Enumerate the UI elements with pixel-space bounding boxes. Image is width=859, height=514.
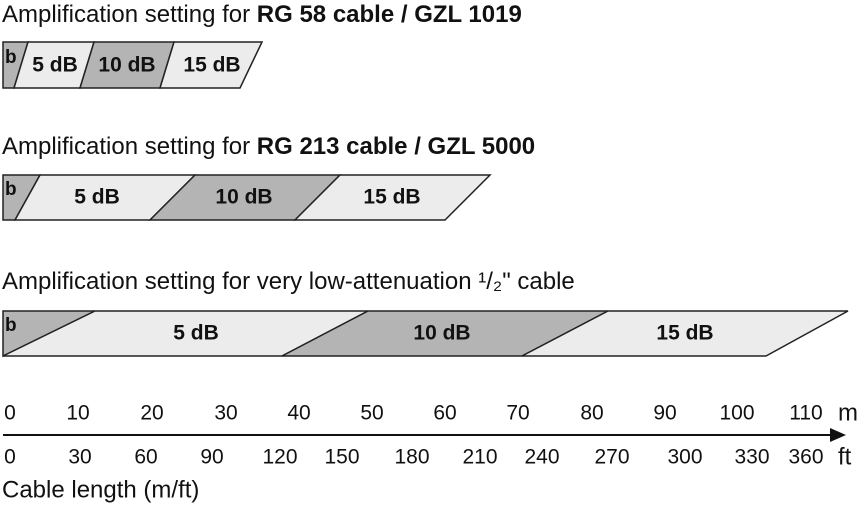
segment-label: 15 dB bbox=[363, 186, 420, 209]
segment-label: 10 dB bbox=[98, 54, 155, 77]
meter-label: 60 bbox=[433, 402, 456, 425]
segment bbox=[158, 41, 264, 89]
segment-label: b bbox=[5, 47, 17, 68]
feet-label: 150 bbox=[324, 446, 359, 469]
segment-label: b bbox=[5, 315, 17, 336]
segment-label: 5 dB bbox=[32, 54, 78, 77]
feet-label: 300 bbox=[667, 446, 702, 469]
feet-label: 120 bbox=[262, 446, 297, 469]
feet-label: 360 bbox=[788, 446, 823, 469]
section-title: Amplification setting for RG 213 cable /… bbox=[2, 133, 535, 160]
meter-label: 70 bbox=[506, 402, 529, 425]
meter-label: 80 bbox=[580, 402, 603, 425]
bar-1 bbox=[2, 41, 264, 89]
segment-label: 15 dB bbox=[656, 322, 713, 345]
feet-label: 60 bbox=[134, 446, 157, 469]
meter-label: 100 bbox=[719, 402, 754, 425]
segment-label: 5 dB bbox=[173, 322, 219, 345]
feet-label: 240 bbox=[524, 446, 559, 469]
title-text: Amplification setting for very low-atten… bbox=[2, 268, 575, 295]
title-bold: RG 58 cable / GZL 1019 bbox=[257, 1, 522, 28]
segment-label: 10 dB bbox=[215, 186, 272, 209]
section-title: Amplification setting for RG 58 cable / … bbox=[2, 1, 522, 28]
meter-label: 110 bbox=[789, 402, 822, 425]
meter-label: 30 bbox=[214, 402, 237, 425]
segment-label: 10 dB bbox=[413, 322, 470, 345]
meter-label: 50 bbox=[360, 402, 383, 425]
bar-2 bbox=[2, 174, 492, 221]
axis-title: Cable length (m/ft) bbox=[2, 476, 199, 503]
segment bbox=[521, 310, 849, 357]
feet-label: 90 bbox=[200, 446, 223, 469]
segment-label: b bbox=[5, 179, 17, 200]
meter-label: 90 bbox=[653, 402, 676, 425]
feet-label: 30 bbox=[68, 446, 91, 469]
unit-label: m bbox=[838, 399, 858, 426]
meter-label: 20 bbox=[140, 402, 163, 425]
feet-label: 210 bbox=[462, 446, 497, 469]
feet-label: 270 bbox=[594, 446, 629, 469]
meter-label: 40 bbox=[287, 402, 310, 425]
title-bold: RG 213 cable / GZL 5000 bbox=[257, 133, 535, 160]
segment bbox=[293, 174, 492, 221]
unit-label: ft bbox=[838, 443, 852, 470]
meter-label: 10 bbox=[66, 402, 89, 425]
axis-arrow bbox=[830, 428, 846, 442]
title-text: Amplification setting for bbox=[2, 1, 257, 28]
meter-label: 0 bbox=[4, 402, 16, 425]
feet-label: 0 bbox=[4, 446, 16, 469]
title-text: Amplification setting for bbox=[2, 133, 257, 160]
bar-3 bbox=[2, 310, 849, 358]
feet-label: 180 bbox=[394, 446, 429, 469]
segment-label: 5 dB bbox=[74, 186, 120, 209]
segment-label: 15 dB bbox=[183, 54, 240, 77]
feet-label: 330 bbox=[734, 446, 769, 469]
section-title: Amplification setting for very low-atten… bbox=[2, 268, 575, 295]
